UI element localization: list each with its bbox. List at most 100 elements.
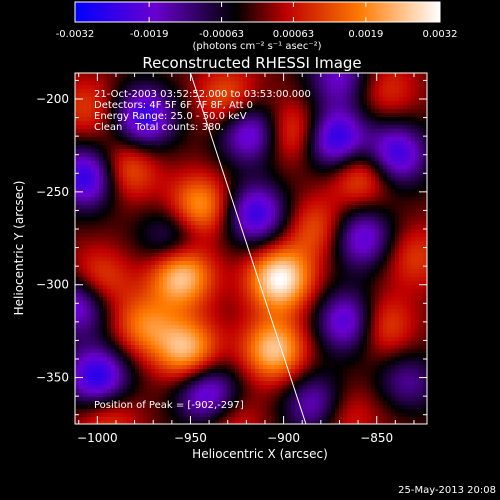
heatmap-cell (363, 193, 368, 198)
heatmap-cell (167, 237, 172, 242)
heatmap-cell (127, 109, 132, 114)
heatmap-cell (363, 269, 368, 274)
heatmap-cell (291, 185, 296, 190)
heatmap-cell (123, 233, 128, 238)
heatmap-cell (179, 249, 184, 254)
heatmap-cell (331, 217, 336, 222)
heatmap-cell (207, 117, 212, 122)
heatmap-cell (247, 245, 252, 250)
heatmap-cell (171, 145, 176, 150)
heatmap-cell (283, 133, 288, 138)
heatmap-cell (359, 121, 364, 126)
heatmap-cell (307, 285, 312, 290)
heatmap-cell (383, 253, 388, 258)
heatmap-cell (335, 117, 340, 122)
heatmap-cell (87, 157, 92, 162)
heatmap-cell (163, 273, 168, 278)
heatmap-cell (307, 129, 312, 134)
heatmap-cell (219, 141, 224, 146)
heatmap-cell (259, 97, 264, 102)
heatmap-cell (403, 261, 408, 266)
heatmap-cell (283, 237, 288, 242)
heatmap-cell (115, 97, 120, 102)
heatmap-cell (139, 73, 144, 78)
heatmap-cell (231, 101, 236, 106)
heatmap-cell (355, 217, 360, 222)
heatmap-cell (83, 81, 88, 86)
heatmap-cell (263, 237, 268, 242)
heatmap-cell (83, 265, 88, 270)
heatmap-cell (179, 269, 184, 274)
heatmap-cell (195, 173, 200, 178)
heatmap-cell (207, 109, 212, 114)
heatmap-cell (375, 269, 380, 274)
heatmap-cell (139, 97, 144, 102)
heatmap-cell (415, 125, 420, 130)
heatmap-cell (127, 117, 132, 122)
heatmap-cell (271, 141, 276, 146)
heatmap-cell (87, 293, 92, 298)
heatmap-cell (259, 81, 264, 86)
heatmap-cell (239, 153, 244, 158)
heatmap-cell (147, 89, 152, 94)
heatmap-cell (347, 157, 352, 162)
heatmap-cell (423, 201, 427, 206)
heatmap-cell (75, 121, 80, 126)
heatmap-cell (131, 269, 136, 274)
heatmap-cell (95, 105, 100, 110)
heatmap-cell (311, 193, 316, 198)
heatmap-cell (79, 245, 84, 250)
heatmap-cell (219, 185, 224, 190)
heatmap-cell (199, 281, 204, 286)
heatmap-cell (331, 113, 336, 118)
heatmap-cell (335, 193, 340, 198)
heatmap-cell (99, 145, 104, 150)
heatmap-cell (119, 277, 124, 282)
heatmap-cell (135, 233, 140, 238)
heatmap-cell (99, 129, 104, 134)
heatmap-cell (287, 109, 292, 114)
heatmap-cell (311, 181, 316, 186)
heatmap-cell (255, 121, 260, 126)
heatmap-cell (251, 213, 256, 218)
heatmap-cell (363, 205, 368, 210)
heatmap-cell (383, 137, 388, 142)
heatmap-cell (383, 293, 388, 298)
heatmap-cell (351, 121, 356, 126)
heatmap-cell (111, 245, 116, 250)
heatmap-cell (167, 117, 172, 122)
heatmap-cell (291, 261, 296, 266)
heatmap-cell (347, 221, 352, 226)
heatmap-cell (343, 177, 348, 182)
heatmap-cell (103, 293, 108, 298)
heatmap-cell (403, 269, 408, 274)
heatmap-cell (83, 221, 88, 226)
heatmap-cell (143, 101, 148, 106)
heatmap-cell (99, 253, 104, 258)
heatmap-cell (411, 277, 416, 282)
heatmap-cell (291, 73, 296, 78)
heatmap-cell (211, 189, 216, 194)
heatmap-cell (99, 77, 104, 82)
heatmap-cell (183, 213, 188, 218)
heatmap-cell (307, 149, 312, 154)
heatmap-cell (263, 269, 268, 274)
heatmap-cell (75, 157, 80, 162)
heatmap-cell (351, 105, 356, 110)
heatmap-cell (155, 113, 160, 118)
heatmap-cell (263, 217, 268, 222)
heatmap-cell (115, 201, 120, 206)
heatmap-cell (87, 185, 92, 190)
heatmap-cell (259, 181, 264, 186)
heatmap-cell (171, 105, 176, 110)
heatmap-cell (319, 133, 324, 138)
heatmap-cell (299, 293, 304, 298)
heatmap-cell (307, 81, 312, 86)
heatmap-cell (311, 97, 316, 102)
heatmap-cell (159, 245, 164, 250)
heatmap-cell (423, 125, 427, 130)
heatmap-cell (123, 209, 128, 214)
heatmap-cell (331, 269, 336, 274)
heatmap-cell (255, 101, 260, 106)
heatmap-cell (375, 261, 380, 266)
